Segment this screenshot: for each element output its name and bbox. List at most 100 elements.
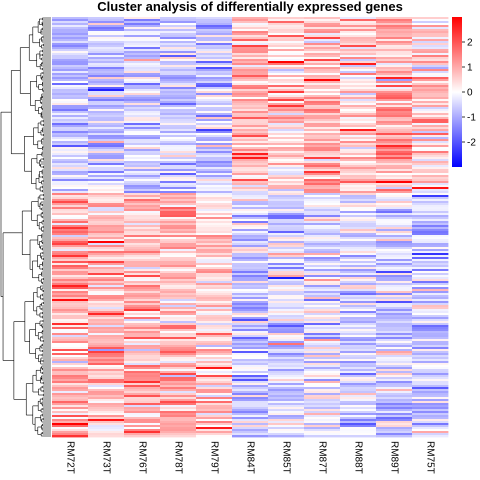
heatmap-cell (268, 399, 305, 402)
heatmap-cell (160, 341, 197, 344)
heatmap-cell (88, 275, 125, 278)
heatmap-cell (304, 251, 341, 254)
heatmap-cell (88, 73, 125, 76)
heatmap-cell (88, 423, 125, 426)
heatmap-cell (412, 229, 449, 232)
heatmap-cell (268, 41, 305, 44)
heatmap-cell (268, 303, 305, 306)
heatmap-cell (412, 335, 449, 338)
heatmap-cell (52, 119, 89, 122)
heatmap-cell (160, 247, 197, 250)
heatmap-cell (376, 265, 413, 268)
heatmap-cell (304, 247, 341, 250)
heatmap-cell (376, 301, 413, 304)
heatmap-cell (340, 143, 377, 146)
heatmap-cell (196, 97, 233, 100)
heatmap-cell (88, 225, 125, 228)
heatmap-cell (340, 343, 377, 346)
heatmap-cell (412, 35, 449, 38)
heatmap-cell (376, 237, 413, 240)
heatmap-cell (88, 17, 125, 20)
heatmap-cell (196, 101, 233, 104)
heatmap-cell (88, 99, 125, 102)
heatmap-cell (160, 387, 197, 390)
heatmap-cell (340, 403, 377, 406)
heatmap-cell (52, 265, 89, 268)
heatmap-cell (196, 383, 233, 386)
heatmap-cell (52, 165, 89, 168)
heatmap-cell (376, 395, 413, 398)
heatmap-cell (88, 189, 125, 192)
legend-tick-label: 0 (467, 88, 473, 99)
heatmap-cell (232, 303, 269, 306)
heatmap-cell (268, 23, 305, 26)
heatmap-cell (268, 395, 305, 398)
heatmap-cell (340, 95, 377, 98)
heatmap-cell (196, 207, 233, 210)
heatmap-cell (124, 287, 161, 290)
heatmap-cell (340, 409, 377, 412)
heatmap-cell (196, 225, 233, 228)
heatmap-cell (304, 65, 341, 68)
heatmap-cell (412, 203, 449, 206)
heatmap-cell (268, 113, 305, 116)
heatmap-cell (88, 363, 125, 366)
heatmap-cell (124, 85, 161, 88)
heatmap-cell (268, 27, 305, 30)
heatmap-cell (268, 25, 305, 28)
heatmap-cell (304, 223, 341, 226)
heatmap-cell (376, 403, 413, 406)
heatmap-cell (340, 55, 377, 58)
heatmap-cell (340, 387, 377, 390)
heatmap-cell (232, 209, 269, 212)
heatmap-cell (304, 299, 341, 302)
heatmap-cell (304, 261, 341, 264)
heatmap-cell (88, 171, 125, 174)
heatmap-cell (124, 421, 161, 424)
heatmap-cell (376, 309, 413, 312)
heatmap-cell (376, 293, 413, 296)
heatmap-cell (52, 167, 89, 170)
heatmap-cell (52, 27, 89, 30)
heatmap-cell (124, 73, 161, 76)
heatmap-cell (160, 367, 197, 370)
heatmap-cell (232, 415, 269, 418)
heatmap-cell (232, 53, 269, 56)
heatmap-cell (268, 239, 305, 242)
heatmap-cell (52, 181, 89, 184)
heatmap-cell (232, 329, 269, 332)
heatmap-cell (160, 389, 197, 392)
heatmap-cell (304, 347, 341, 350)
heatmap-cell (232, 17, 269, 20)
heatmap-cell (340, 215, 377, 218)
heatmap-cell (304, 345, 341, 348)
heatmap-cell (340, 259, 377, 262)
heatmap-cell (196, 393, 233, 396)
heatmap-cell (340, 27, 377, 30)
heatmap-cell (52, 179, 89, 182)
heatmap-cell (196, 369, 233, 372)
heatmap-cell (124, 265, 161, 268)
heatmap-cell (268, 379, 305, 382)
heatmap-cell (124, 319, 161, 322)
heatmap-cell (304, 63, 341, 66)
heatmap-cell (304, 75, 341, 78)
heatmap-cell (232, 181, 269, 184)
heatmap-cell (196, 371, 233, 374)
heatmap-cell (304, 287, 341, 290)
heatmap-cell (196, 353, 233, 356)
heatmap-cell (196, 243, 233, 246)
heatmap-cell (340, 307, 377, 310)
heatmap-cell (340, 301, 377, 304)
heatmap-cell (196, 47, 233, 50)
heatmap-cell (88, 335, 125, 338)
heatmap-cell (124, 131, 161, 134)
heatmap-cell (304, 391, 341, 394)
heatmap-cell (232, 273, 269, 276)
heatmap-cell (88, 163, 125, 166)
heatmap-cell (160, 159, 197, 162)
heatmap-cell (412, 351, 449, 354)
heatmap-cell (412, 363, 449, 366)
heatmap-cell (268, 355, 305, 358)
heatmap-cell (376, 41, 413, 44)
